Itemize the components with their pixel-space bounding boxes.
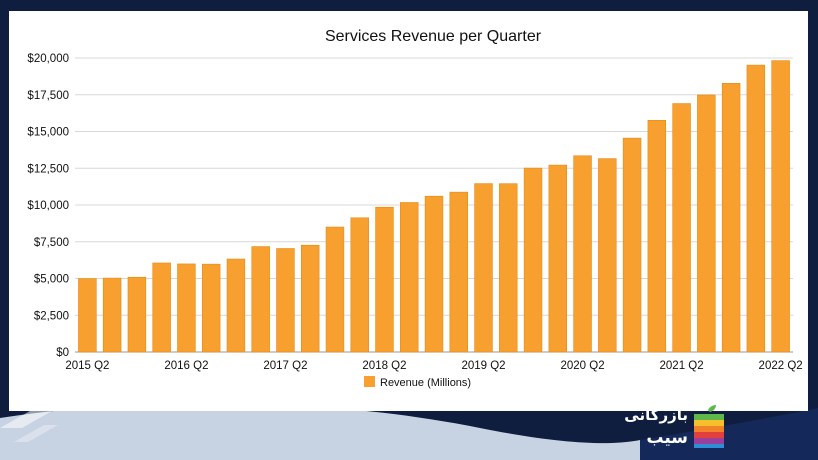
legend: Revenue (Millions)	[364, 376, 471, 389]
bar	[300, 244, 320, 353]
stripe-decoration	[14, 425, 58, 442]
chart-panel: $0 $2,500 $5,000 $7,500 $10,000 $12,500 $15,00…	[9, 11, 808, 411]
x-tick-label: 2019 Q2	[461, 360, 505, 372]
bar	[697, 94, 716, 353]
legend-label: Revenue (Millions)	[380, 377, 471, 389]
legend-swatch	[364, 376, 375, 387]
x-tick-label: 2017 Q2	[263, 360, 307, 372]
bar	[201, 263, 221, 353]
y-tick-label: $12,500	[27, 163, 69, 175]
bar	[598, 158, 617, 353]
apple-icon	[694, 405, 724, 448]
brand-svg: بازرگانی سیب	[624, 405, 724, 448]
bar	[325, 226, 345, 353]
bar	[78, 278, 97, 353]
brand-logo: بازرگانی سیب	[608, 398, 728, 454]
bar	[424, 195, 444, 353]
stripe-decoration	[0, 411, 52, 428]
x-axis: 2015 Q2 2016 Q2 2017 Q2 2018 Q2 2019 Q2 2020 …	[65, 360, 802, 372]
bar	[251, 246, 270, 353]
bar	[474, 183, 493, 353]
bar	[721, 83, 741, 353]
bar	[573, 155, 592, 353]
y-tick-label: $5,000	[34, 274, 69, 286]
bar	[672, 103, 691, 353]
bar	[375, 206, 394, 353]
bar	[400, 202, 419, 353]
bar	[647, 120, 667, 353]
chart-title: Services Revenue per Quarter	[325, 28, 542, 45]
bar	[622, 137, 642, 353]
brand-name-line2: سیب	[646, 428, 688, 448]
bar	[449, 191, 468, 353]
bar	[152, 262, 171, 353]
wave-shape-dark	[640, 408, 818, 460]
x-tick-label: 2018 Q2	[362, 360, 406, 372]
x-tick-label: 2016 Q2	[164, 360, 208, 372]
y-tick-label: $10,000	[27, 200, 69, 212]
brand-name-line1: بازرگانی	[624, 406, 688, 424]
y-axis: $0 $2,500 $5,000 $7,500 $10,000 $12,500 $15,00…	[27, 53, 69, 359]
bar	[276, 248, 295, 353]
bar	[771, 60, 790, 353]
bar	[102, 277, 122, 353]
bar	[127, 276, 147, 353]
x-tick-label: 2020 Q2	[560, 360, 604, 372]
x-tick-label: 2021 Q2	[660, 360, 704, 372]
bar	[350, 217, 369, 353]
bars	[78, 60, 790, 353]
bar	[226, 258, 246, 353]
y-tick-label: $15,000	[27, 127, 69, 139]
y-tick-label: $0	[56, 347, 69, 359]
bar	[499, 183, 518, 353]
y-tick-label: $20,000	[27, 53, 69, 65]
x-tick-label: 2015 Q2	[65, 360, 109, 372]
bar	[548, 164, 568, 353]
y-tick-label: $7,500	[34, 237, 69, 249]
wave-shape	[0, 402, 640, 460]
bar	[177, 263, 196, 353]
y-tick-label: $17,500	[27, 90, 69, 102]
bar	[746, 64, 766, 353]
y-tick-label: $2,500	[34, 310, 69, 322]
bar	[523, 167, 543, 353]
chart: $0 $2,500 $5,000 $7,500 $10,000 $12,500 $15,00…	[27, 28, 802, 389]
x-tick-label: 2022 Q2	[759, 360, 803, 372]
